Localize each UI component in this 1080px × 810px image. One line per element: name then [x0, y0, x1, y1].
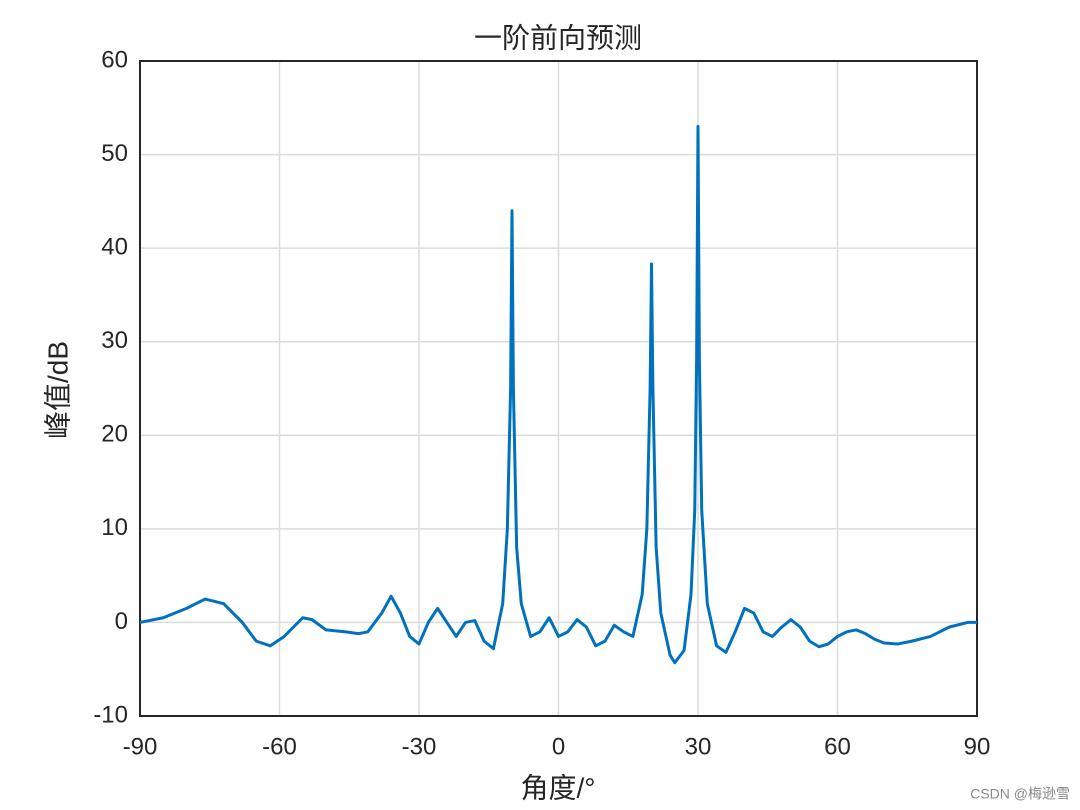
x-tick-label: 60: [824, 733, 851, 760]
y-tick-label: 0: [115, 608, 128, 635]
y-tick-label: 40: [101, 233, 128, 260]
y-tick-label: -10: [93, 701, 128, 728]
y-axis-label: 峰值/dB: [42, 341, 73, 439]
data-line: [139, 125, 977, 665]
x-tick-label: 0: [552, 733, 565, 760]
x-tick-label: 30: [685, 733, 712, 760]
y-tick-label: 10: [101, 514, 128, 541]
plot-frame: [139, 60, 978, 717]
x-tick-label: -30: [402, 733, 437, 760]
x-tick-label: -90: [123, 733, 158, 760]
y-tick-label: 20: [101, 421, 128, 448]
y-tick-label: 60: [101, 46, 128, 73]
watermark: CSDN @梅逊雪: [970, 786, 1070, 802]
y-tick-label: 30: [101, 327, 128, 354]
y-tick-label: 50: [101, 140, 128, 167]
x-tick-label: 90: [964, 733, 991, 760]
chart-title: 一阶前向预测: [474, 22, 642, 53]
x-tick-label: -60: [262, 733, 297, 760]
x-axis-label: 角度/°: [521, 772, 596, 803]
